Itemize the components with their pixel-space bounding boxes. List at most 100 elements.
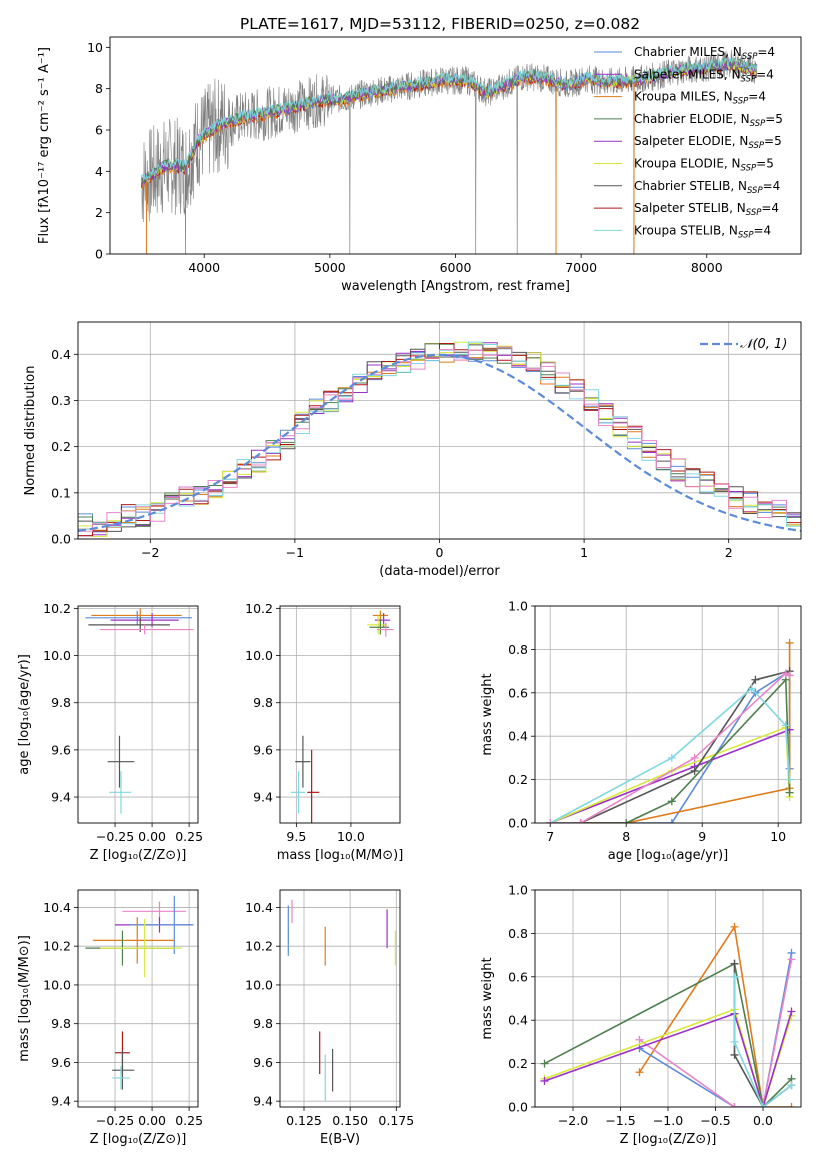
y-tick-label: 10.2 [43,939,71,954]
weight-marker [540,1076,549,1085]
y-tick-label: 10.4 [245,900,273,915]
weight-marker [690,753,699,762]
y-axis-label: age [log₁₀(age/yr)] [17,654,32,775]
x-tick-label: 7 [546,829,554,844]
weight-marker [785,671,794,680]
y-tick-label: 0.0 [508,1100,528,1115]
legend-entry: Kroupa ELODIE, NSSP=5 [634,157,774,174]
weight-marker [635,1035,644,1044]
axes-mass_vs_Z: −0.25 0.00 0.25 9.4 9.6 9.8 10.0 10.2 10.4 Z [log… [17,889,203,1147]
legend-tail: =4 [757,45,775,59]
y-tick-label: 10.2 [245,939,273,954]
plot-area-mass_vs_ebv [287,899,396,1102]
x-tick-label: 0.175 [378,1113,414,1128]
plot-area-residuals [78,341,801,537]
weight-series-line [549,728,790,823]
y-tick-label: 9.4 [253,1094,273,1109]
weight-series-line [550,669,791,823]
y-tick-label: 10.0 [245,648,273,663]
y-tick-label: 0.4 [508,1013,528,1028]
y-tick-label: 0.4 [51,347,71,362]
x-tick-label: 8000 [691,260,723,275]
legend-tail: =4 [763,179,781,193]
weight-marker [730,972,739,981]
legend-entry: Kroupa MILES, NSSP=4 [634,90,766,107]
x-axis-label: E(B-V) [320,1132,360,1147]
y-tick-label: 0.4 [508,729,528,744]
x-tick-label: −2 [141,545,159,560]
legend-sub: SSP [742,52,758,62]
x-tick-label: 1 [580,545,588,560]
x-tick-label: −1 [286,545,304,560]
legend-entry: Chabrier STELIB, NSSP=4 [634,179,780,196]
weight-series-line [639,959,793,1107]
plot-area-age_vs_mass [290,610,394,823]
weight-marker [576,819,585,823]
weight-marker [730,959,739,968]
x-axis-label: (data-model)/error [379,564,500,579]
x-tick-label: 10 [770,829,786,844]
x-tick-label: 4000 [188,260,220,275]
weight-marker [787,1081,796,1090]
axes-mass_vs_ebv: 0.125 0.150 0.175 9.4 9.6 9.8 10.0 10.2 10.4 E(B-… [245,889,414,1147]
weight-series-line [638,924,792,1107]
x-tick-label: 5000 [314,260,346,275]
y-tick-label: 9.8 [51,1016,71,1031]
y-tick-label: 0.6 [508,685,528,700]
x-tick-label: −0.5 [700,1113,730,1128]
axes-age_vs_mass: 9.5 10.0 9.4 9.6 9.8 10.0 10.2 mass [log₁₀(M/M⊙… [245,601,403,863]
weight-marker [730,1037,739,1046]
axes-frame [534,889,802,1108]
y-tick-label: 8 [95,81,103,96]
axes-frame [77,889,199,1108]
y-tick-label: 0.3 [51,393,71,408]
normal-curve [78,353,801,532]
x-tick-label: 0.150 [332,1113,368,1128]
weight-marker [730,1103,739,1107]
legend-tail: =5 [756,157,774,171]
weight-marker [667,797,676,806]
y-tick-label: 9.4 [253,790,273,805]
legend-tail: =4 [754,223,772,237]
weight-marker [787,1007,796,1016]
x-tick-label: 0 [436,545,444,560]
y-tick-label: 10.4 [43,900,71,915]
x-axis-label: wavelength [Angstrom, rest frame] [341,279,570,294]
y-axis-label: Flux [fλ10⁻¹⁷ erg cm⁻² s⁻¹ A⁻¹] [37,47,52,244]
y-tick-label: 0.1 [51,485,71,500]
x-tick-label: 0.00 [138,829,166,844]
legend-sub: SSP [750,119,766,129]
x-tick-label: 9.5 [286,829,306,844]
legend-tail: =5 [765,112,783,126]
y-tick-label: 0.2 [51,439,71,454]
weight-marker [781,721,790,730]
plot-area-age_vs_Z [85,608,194,814]
y-tick-label: 9.4 [51,1094,71,1109]
legend-text: Salpeter STELIB, N [634,201,746,215]
y-tick-label: 10.0 [43,648,71,663]
x-tick-label: −0.25 [96,1113,134,1128]
x-tick-label: 6000 [440,260,472,275]
axes-mass_weight_vs_age: 7 8 9 10 0.0 0.2 0.4 0.6 0.8 1.0 age [log₁₀(age/yr… [480,599,802,863]
legend-tail: =4 [761,201,779,215]
weight-series-line [580,670,790,823]
weight-marker [622,819,631,823]
y-tick-label: 9.8 [253,695,273,710]
x-axis-label: mass [log₁₀(M/M⊙)] [277,848,404,863]
y-tick-label: 10.2 [245,601,273,616]
axes-frame [77,321,802,540]
x-tick-label: 9 [698,829,706,844]
x-tick-label: −0.25 [96,829,134,844]
y-tick-label: 10 [87,40,103,55]
weight-marker [667,753,676,762]
weight-marker [785,638,794,647]
axes-frame [279,605,401,824]
x-tick-label: 2 [725,545,733,560]
x-tick-label: 7000 [565,260,597,275]
axes-residuals: −2 −1 0 1 2 0.0 0.1 0.2 0.3 0.4 (data-model)/error… [23,321,802,579]
legend-tail: =5 [764,134,782,148]
x-tick-label: 0.125 [286,1113,322,1128]
legend-text: Salpeter ELODIE, N [634,134,748,148]
